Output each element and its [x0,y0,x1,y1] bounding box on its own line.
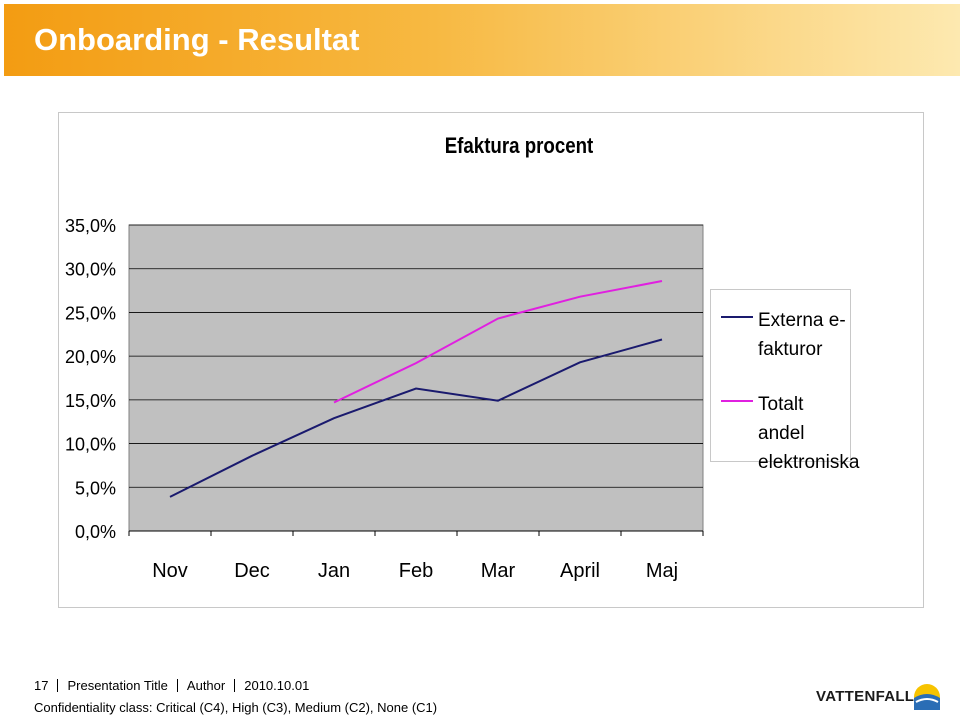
vattenfall-logo: VATTENFALL [816,682,956,712]
y-tick-label: 35,0% [65,216,116,236]
y-tick-label: 25,0% [65,303,116,323]
chart-legend: Externa e-fakturor Totalt andel elektron… [710,289,859,473]
x-tick-label: Nov [152,560,188,582]
footer-author: Author [186,678,226,693]
y-tick-label: 0,0% [75,522,116,542]
footer-separator [234,679,236,692]
page-number: 17 [34,678,49,693]
y-tick-label: 15,0% [65,391,116,411]
footer-separator [57,679,59,692]
y-tick-label: 20,0% [65,347,116,367]
y-tick-label: 10,0% [65,435,116,455]
legend-label-externa: Externa e-fakturor [758,310,846,360]
y-tick-label: 5,0% [75,478,116,498]
chart-title: Efaktura procent [444,133,594,158]
x-tick-label: Dec [234,560,270,582]
slide-title: Onboarding - Resultat [34,22,360,57]
brand-name: VATTENFALL [816,688,915,705]
legend-swatch-externa [721,316,753,318]
series-line-1 [333,280,663,404]
line-chart: 0,0% 5,0% 10,0% 15,0% 20,0% 25,0% 30,0% 35,0% No… [65,216,704,582]
presentation-title: Presentation Title [67,678,168,693]
x-tick-label: Feb [399,560,433,582]
legend-swatch-totalt [721,400,753,402]
series-line-0 [169,338,663,498]
confidentiality-note: Confidentiality class: Critical (C4), Hi… [34,700,438,715]
x-tick-label: Mar [481,560,516,582]
x-tick-label: Jan [318,560,350,582]
plot-area [128,224,704,532]
footer-separator [176,679,178,692]
brand-mark-icon [914,684,940,710]
x-tick-label: Maj [646,560,678,582]
footer-date: 2010.10.01 [244,678,310,693]
footer-meta: 17 Presentation Title Author 2010.10.01 [34,678,309,693]
legend-label-totalt: Totalt andel elektroniska [758,394,860,473]
chart-frame: Efaktura procent 0,0% 5,0% 10,0% 15,0% 20,0%… [58,112,924,608]
y-tick-label: 30,0% [65,260,116,280]
slide-header: Onboarding - Resultat [4,4,960,76]
x-tick-label: April [560,560,600,582]
